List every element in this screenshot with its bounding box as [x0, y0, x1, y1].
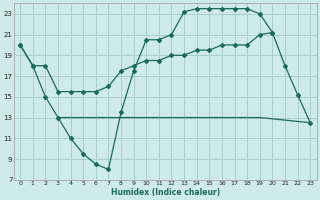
X-axis label: Humidex (Indice chaleur): Humidex (Indice chaleur) [111, 188, 220, 197]
